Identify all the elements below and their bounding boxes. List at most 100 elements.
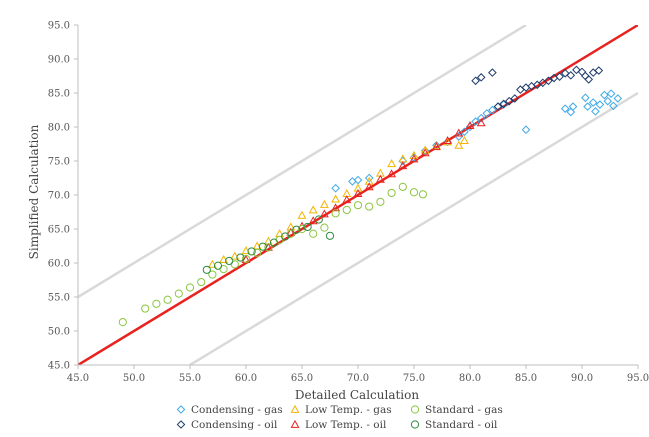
- point-low-temp-gas: [420, 145, 430, 154]
- point-condensing-gas: [588, 98, 598, 107]
- point-low-temp-oil: [465, 121, 475, 130]
- point-standard-gas: [241, 254, 251, 264]
- point-condensing-gas: [568, 102, 578, 111]
- x-tick-labels: 45.0 50.0 55.0 60.0 65.0 70.0 75.0 80.0 85.0 90.0…: [67, 365, 649, 384]
- point-standard-oil: [258, 242, 267, 251]
- point-standard-gas: [376, 197, 385, 206]
- legend-marker-condensing-gas: [176, 405, 186, 414]
- x-tick-label: 65.0: [291, 373, 313, 384]
- point-low-temp-oil: [319, 209, 329, 218]
- point-low-temp-gas: [230, 251, 240, 260]
- point-standard-gas: [118, 318, 127, 327]
- point-standard-oil: [225, 256, 234, 266]
- y-tick-label: 60.0: [48, 259, 70, 270]
- point-low-temp-gas: [308, 205, 318, 214]
- x-tick-label: 70.0: [347, 373, 369, 384]
- point-standard-gas: [342, 205, 351, 215]
- x-tick-label: 75.0: [403, 373, 425, 384]
- y-tick-label: 55.0: [48, 293, 70, 304]
- point-low-temp-oil: [454, 128, 464, 137]
- legend: Condensing - gas Low Temp. - gas Standard …: [176, 404, 503, 431]
- point-condensing-oil: [510, 94, 520, 103]
- y-tick-label: 80.0: [48, 123, 70, 134]
- point-low-temp-oil: [443, 135, 453, 144]
- legend-entry-standard-gas: Standard - gas: [410, 404, 503, 416]
- point-low-temp-oil: [409, 154, 419, 163]
- legend-label-standard-oil: Standard - oil: [425, 419, 498, 431]
- x-tick-label: 90.0: [571, 373, 593, 384]
- legend-entry-low-temp-gas: Low Temp. - gas: [290, 404, 392, 416]
- y-axis-label: Simplified Calculation: [27, 124, 41, 259]
- point-condensing-gas: [488, 105, 497, 115]
- point-condensing-gas: [581, 93, 590, 103]
- point-standard-gas: [353, 201, 363, 210]
- point-condensing-oil: [504, 96, 514, 106]
- point-standard-gas: [320, 223, 329, 232]
- point-low-temp-gas: [319, 199, 329, 208]
- y-tick-label: 75.0: [48, 157, 70, 168]
- point-condensing-gas: [482, 109, 492, 118]
- point-condensing-oil: [584, 75, 594, 84]
- point-standard-gas: [174, 289, 183, 298]
- point-standard-oil: [202, 265, 211, 274]
- point-condensing-gas: [613, 94, 623, 103]
- legend-marker-standard-gas: [410, 405, 420, 414]
- legend-entry-low-temp-oil: Low Temp. - oil: [290, 419, 387, 431]
- legend-entry-condensing-gas: Condensing - gas: [176, 404, 283, 416]
- point-low-temp-gas: [443, 137, 453, 146]
- x-tick-label: 45.0: [67, 373, 89, 384]
- x-tick-label: 50.0: [123, 373, 145, 384]
- point-condensing-oil: [493, 102, 503, 111]
- point-standard-oil: [269, 238, 279, 247]
- point-condensing-oil: [594, 66, 604, 75]
- point-standard-oil: [236, 253, 245, 262]
- point-low-temp-gas: [297, 210, 307, 219]
- point-condensing-gas: [471, 117, 480, 126]
- legend-label-condensing-gas: Condensing - gas: [191, 404, 283, 416]
- point-low-temp-gas: [459, 135, 469, 144]
- x-tick-label: 55.0: [179, 373, 201, 384]
- legend-entry-condensing-oil: Condensing - oil: [176, 419, 278, 431]
- series-condensing-oil: [471, 65, 604, 111]
- point-low-temp-gas: [353, 183, 363, 192]
- point-standard-gas: [398, 182, 407, 191]
- legend-marker-condensing-oil: [176, 420, 186, 429]
- x-tick-label: 95.0: [627, 373, 649, 384]
- point-condensing-oil: [488, 68, 497, 77]
- point-standard-oil: [325, 231, 335, 240]
- point-condensing-gas: [609, 101, 618, 111]
- point-standard-oil: [303, 222, 312, 232]
- point-low-temp-oil: [375, 174, 385, 183]
- point-condensing-gas: [566, 107, 576, 117]
- point-standard-gas: [152, 299, 161, 308]
- point-condensing-gas: [420, 146, 430, 156]
- reference-line-lower-bound: [189, 91, 638, 365]
- point-condensing-oil: [566, 71, 576, 80]
- point-condensing-oil: [499, 99, 508, 109]
- point-condensing-gas: [331, 183, 340, 193]
- point-low-temp-gas: [387, 159, 397, 168]
- point-low-temp-oil: [353, 189, 363, 198]
- point-condensing-gas: [583, 102, 592, 111]
- y-tick-label: 45.0: [48, 361, 70, 372]
- y-tick-label: 90.0: [48, 55, 70, 66]
- point-condensing-gas: [460, 127, 469, 137]
- point-condensing-oil: [555, 72, 564, 81]
- y-tick-label: 65.0: [48, 225, 70, 236]
- point-low-temp-gas: [364, 176, 374, 185]
- point-condensing-oil: [544, 76, 553, 86]
- point-condensing-gas: [521, 125, 531, 135]
- series-low-temp-oil: [241, 118, 486, 263]
- point-low-temp-gas: [454, 140, 464, 149]
- point-low-temp-gas: [409, 150, 419, 159]
- y-tick-label: 95.0: [48, 21, 70, 32]
- legend-entry-standard-oil: Standard - oil: [410, 419, 498, 431]
- point-standard-gas: [208, 270, 217, 279]
- point-low-temp-oil: [331, 203, 341, 212]
- point-condensing-gas: [595, 100, 605, 109]
- point-low-temp-oil: [420, 148, 430, 157]
- point-standard-gas: [141, 304, 150, 313]
- point-condensing-gas: [560, 104, 570, 113]
